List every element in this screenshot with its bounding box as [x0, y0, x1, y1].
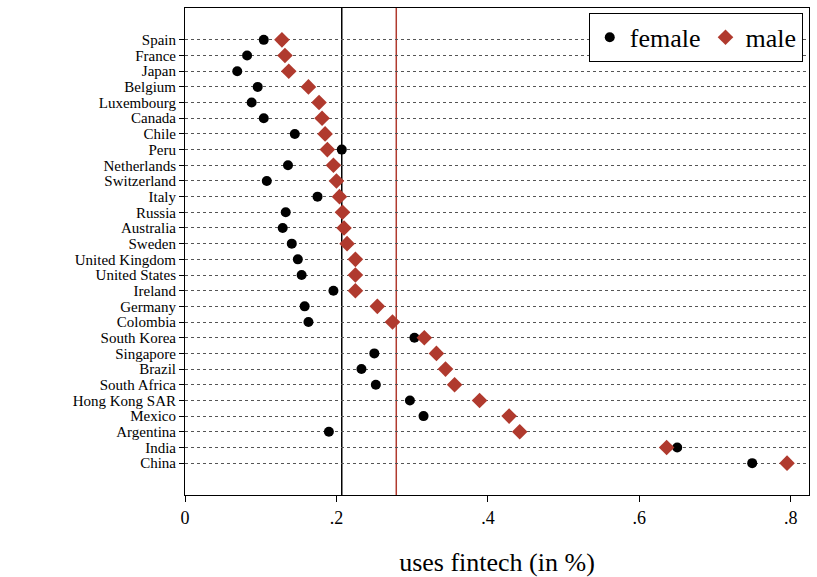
svg-text:Japan: Japan	[142, 63, 177, 79]
svg-text:Switzerland: Switzerland	[104, 173, 176, 189]
svg-text:Canada: Canada	[131, 110, 176, 126]
svg-text:Brazil: Brazil	[139, 361, 176, 377]
svg-text:.6: .6	[633, 508, 647, 528]
svg-text:Ireland: Ireland	[134, 283, 177, 299]
svg-text:.4: .4	[481, 508, 495, 528]
svg-text:Colombia: Colombia	[117, 314, 177, 330]
svg-text:Sweden: Sweden	[129, 236, 177, 252]
svg-text:India: India	[145, 440, 176, 456]
svg-text:Belgium: Belgium	[124, 79, 176, 95]
svg-text:Peru: Peru	[149, 142, 177, 158]
svg-text:.2: .2	[330, 508, 344, 528]
svg-text:female: female	[630, 24, 701, 53]
svg-text:United States: United States	[96, 267, 177, 283]
svg-text:Luxembourg: Luxembourg	[99, 95, 177, 111]
svg-text:Netherlands: Netherlands	[104, 158, 177, 174]
svg-text:Singapore: Singapore	[115, 346, 176, 362]
svg-text:male: male	[745, 24, 796, 53]
svg-text:South Korea: South Korea	[101, 330, 177, 346]
svg-text:United Kingdom: United Kingdom	[75, 252, 177, 268]
svg-text:.8: .8	[784, 508, 798, 528]
svg-text:China: China	[140, 455, 176, 471]
svg-text:Hong Kong SAR: Hong Kong SAR	[73, 393, 176, 409]
svg-text:Argentina: Argentina	[116, 424, 176, 440]
svg-text:France: France	[135, 48, 176, 64]
svg-text:Chile: Chile	[144, 126, 177, 142]
svg-text:Mexico: Mexico	[130, 408, 176, 424]
svg-text:South Africa: South Africa	[100, 377, 177, 393]
svg-text:Germany: Germany	[120, 299, 176, 315]
svg-text:Russia: Russia	[136, 205, 176, 221]
svg-text:Italy: Italy	[149, 189, 177, 205]
svg-text:Australia: Australia	[121, 220, 176, 236]
svg-text:uses fintech (in %): uses fintech (in %)	[399, 548, 595, 577]
svg-text:0: 0	[181, 508, 190, 528]
svg-text:Spain: Spain	[142, 32, 177, 48]
